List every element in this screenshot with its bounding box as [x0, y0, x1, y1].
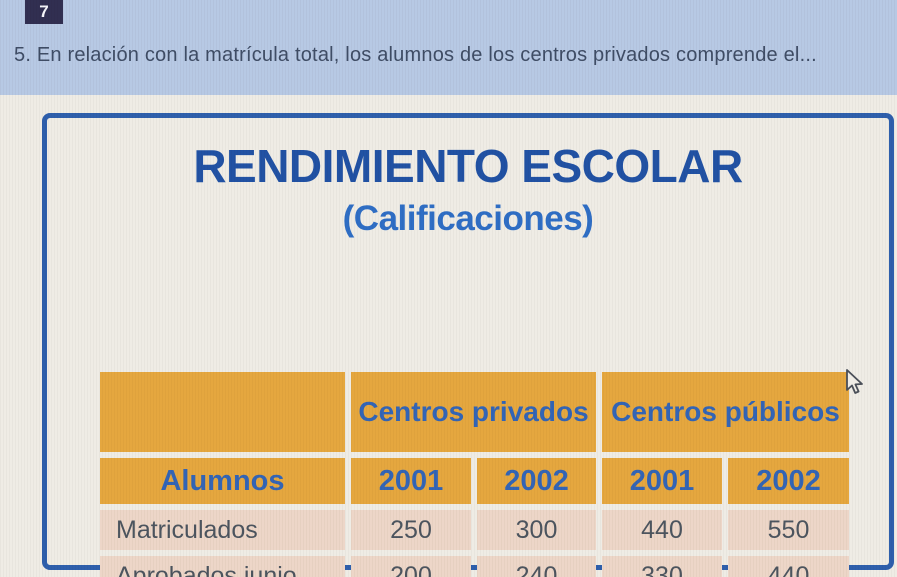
group-header-centros-publicos: Centros públicos	[602, 372, 849, 452]
cell-matriculados-privados-2001: 250	[351, 510, 471, 550]
cell-junio-privados-2001: 200	[351, 556, 471, 577]
cell-matriculados-privados-2002: 300	[477, 510, 596, 550]
group-header-centros-privados: Centros privados	[351, 372, 596, 452]
mouse-cursor-icon	[846, 369, 863, 394]
column-header-publicos-2001: 2001	[602, 458, 722, 504]
cell-junio-publicos-2002: 440	[728, 556, 849, 577]
question-text: 5. En relación con la matrícula total, l…	[14, 44, 817, 66]
question-number-label: 7	[39, 2, 49, 21]
cell-junio-privados-2002: 240	[477, 556, 596, 577]
question-bar: 7 5. En relación con la matrícula total,…	[0, 0, 897, 95]
question-number-badge: 7	[25, 0, 63, 24]
row-label-aprobados-junio: Aprobados junio	[100, 556, 345, 577]
cell-junio-publicos-2001: 330	[602, 556, 722, 577]
slide-title: RENDIMIENTO ESCOLAR	[193, 140, 743, 192]
column-header-privados-2002: 2002	[477, 458, 596, 504]
slide-area: RENDIMIENTO ESCOLAR (Calificaciones) Cen…	[0, 95, 897, 577]
slide-subtitle: (Calificaciones)	[342, 198, 594, 238]
row-label-matriculados: Matriculados	[100, 510, 345, 550]
column-header-privados-2001: 2001	[351, 458, 471, 504]
column-header-publicos-2002: 2002	[728, 458, 849, 504]
table-corner-cell	[100, 372, 345, 452]
grades-table: Centros privados Centros públicos Alumno…	[100, 372, 849, 577]
column-header-alumnos: Alumnos	[100, 458, 345, 504]
cell-matriculados-publicos-2002: 550	[728, 510, 849, 550]
cell-matriculados-publicos-2001: 440	[602, 510, 722, 550]
